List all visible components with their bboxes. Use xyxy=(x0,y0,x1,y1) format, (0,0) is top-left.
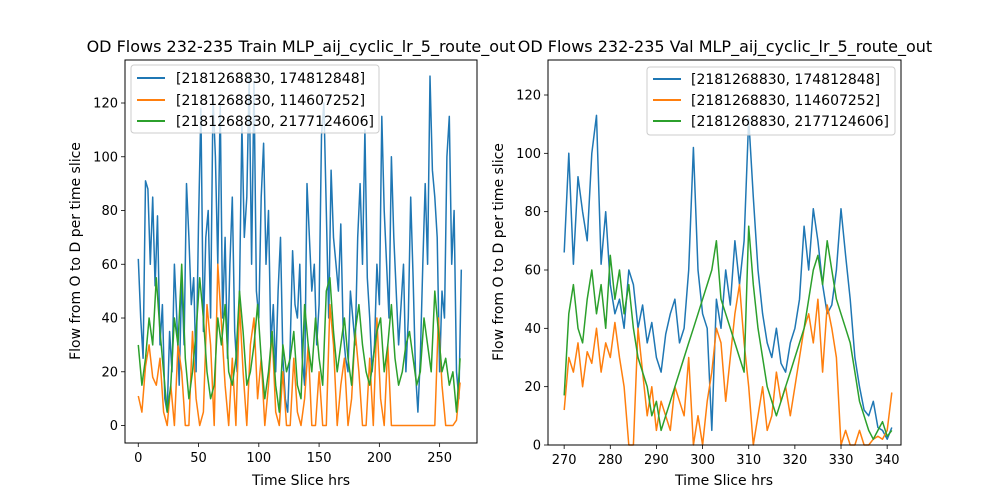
train-y-tick-label: 20 xyxy=(101,365,118,380)
val-x-ticks: 270 280 290 300 310 320 330 340 xyxy=(552,445,900,468)
val-legend-label-2: [2181268830, 114607252] xyxy=(691,93,880,109)
train-legend-label-3: [2181268830, 2177124606] xyxy=(176,114,374,130)
val-x-tick-label: 330 xyxy=(829,453,854,468)
train-y-tick-label: 120 xyxy=(93,97,118,112)
train-chart-title: OD Flows 232-235 Train MLP_aij_cyclic_lr… xyxy=(87,37,516,57)
train-y-tick-label: 100 xyxy=(93,150,118,165)
train-axes-frame xyxy=(124,59,478,444)
val-x-axis-label: Time Slice hrs xyxy=(674,473,773,489)
train-plot-area xyxy=(137,75,463,427)
val-legend-label-3: [2181268830, 2177124606] xyxy=(691,114,889,130)
train-x-tick-label: 0 xyxy=(134,451,142,466)
train-y-tick-label: 60 xyxy=(101,258,118,273)
val-x-tick-label: 300 xyxy=(690,453,715,468)
val-axes-frame xyxy=(547,59,902,446)
val-x-tick-label: 340 xyxy=(875,453,900,468)
train-y-tick-label: 40 xyxy=(101,312,118,327)
train-y-tick-label: 0 xyxy=(110,419,118,434)
val-y-tick-label: 20 xyxy=(524,380,541,395)
train-x-tick-label: 250 xyxy=(427,451,452,466)
val-x-tick-label: 270 xyxy=(552,453,577,468)
train-series-line-1 xyxy=(137,75,463,413)
train-x-tick-label: 150 xyxy=(307,451,332,466)
train-series-line-2 xyxy=(137,263,461,427)
train-y-axis-label: Flow from O to D per time slice xyxy=(68,142,84,360)
train-legend-box xyxy=(130,64,380,134)
val-y-tick-label: 60 xyxy=(524,264,541,279)
train-legend-label-1: [2181268830, 174812848] xyxy=(176,71,365,87)
val-series-line-1 xyxy=(563,114,893,440)
train-x-tick-label: 50 xyxy=(190,451,207,466)
train-chart-panel: OD Flows 232-235 Train MLP_aij_cyclic_lr… xyxy=(68,37,515,489)
train-legend-label-2: [2181268830, 114607252] xyxy=(176,93,365,109)
val-y-axis-label: Flow from O to D per time slice xyxy=(491,143,507,361)
val-y-tick-label: 80 xyxy=(524,205,541,220)
val-x-tick-label: 290 xyxy=(644,453,669,468)
train-x-tick-label: 200 xyxy=(367,451,392,466)
val-series-line-2 xyxy=(563,283,893,446)
val-chart-panel: OD Flows 232-235 Val MLP_aij_cyclic_lr_5… xyxy=(491,37,932,489)
val-series-line-3 xyxy=(563,225,893,440)
val-legend-label-1: [2181268830, 174812848] xyxy=(691,72,880,88)
train-legend: [2181268830, 174812848] [2181268830, 114… xyxy=(130,64,380,134)
val-legend: [2181268830, 174812848] [2181268830, 114… xyxy=(646,66,896,136)
val-plot-area xyxy=(563,114,893,446)
val-y-tick-label: 120 xyxy=(516,89,541,104)
train-y-tick-label: 80 xyxy=(101,204,118,219)
train-series-line-3 xyxy=(137,263,461,413)
val-x-tick-label: 310 xyxy=(736,453,761,468)
train-y-ticks: 0 20 40 60 80 100 120 xyxy=(93,97,125,434)
val-y-tick-label: 0 xyxy=(533,439,541,454)
val-x-tick-label: 320 xyxy=(782,453,807,468)
train-x-axis-label: Time Slice hrs xyxy=(251,473,350,489)
val-chart-title: OD Flows 232-235 Val MLP_aij_cyclic_lr_5… xyxy=(518,37,932,57)
val-y-tick-label: 40 xyxy=(524,322,541,337)
val-x-tick-label: 280 xyxy=(598,453,623,468)
val-y-tick-label: 100 xyxy=(516,147,541,162)
val-y-ticks: 0 20 40 60 80 100 120 xyxy=(516,89,548,454)
val-legend-box xyxy=(646,66,896,136)
train-x-ticks: 0 50 100 150 200 250 xyxy=(134,443,452,466)
train-x-tick-label: 100 xyxy=(246,451,271,466)
